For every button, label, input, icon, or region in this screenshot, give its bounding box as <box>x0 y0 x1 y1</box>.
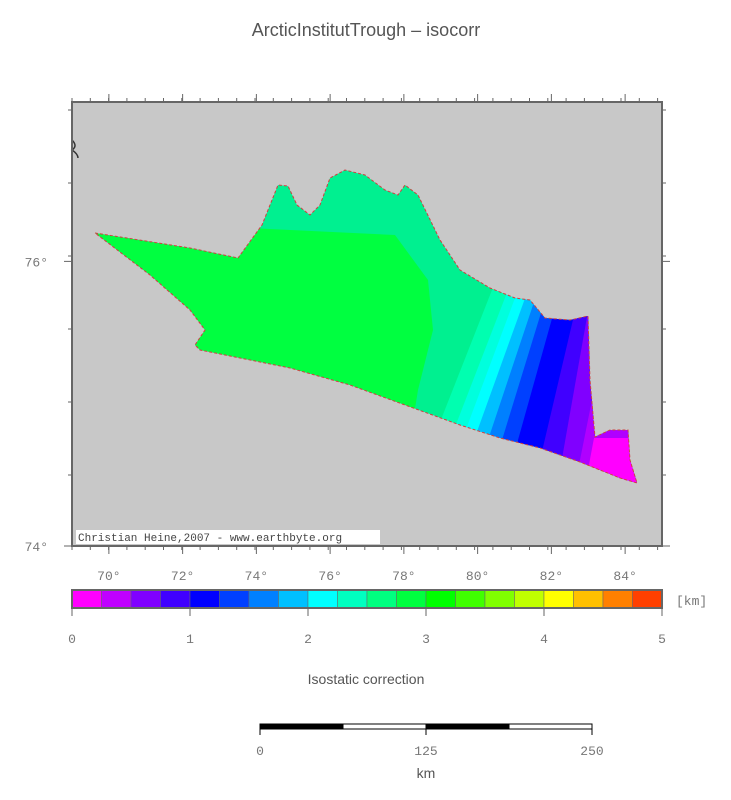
colorbar-segment <box>130 589 161 609</box>
scalebar-segment <box>259 723 344 730</box>
x-tick-label: 72° <box>171 569 194 584</box>
colorbar-segment <box>484 589 515 609</box>
credit: Christian Heine,2007 - www.earthbyte.org <box>78 533 342 545</box>
colorbar-tick-label: 1 <box>186 632 194 647</box>
colorbar-segment <box>278 589 309 609</box>
colorbar-frame <box>71 589 663 609</box>
scalebar-tick-label: 250 <box>580 744 603 759</box>
colorbar-segment <box>71 589 102 609</box>
colorbar-segment <box>396 589 427 609</box>
colorbar-segment <box>632 589 663 609</box>
colorbar-segment <box>543 589 574 609</box>
scalebar-segment <box>425 723 510 730</box>
colorbar-tick-label: 5 <box>658 632 666 647</box>
x-tick-label: 78° <box>392 569 415 584</box>
scalebar-segment <box>508 723 593 730</box>
colorbar-segment <box>101 589 132 609</box>
title: ArcticInstitutTrough – isocorr <box>252 20 480 40</box>
colorbar-segment <box>307 589 338 609</box>
y-tick-label: 74° <box>25 540 48 555</box>
x-tick-label: 74° <box>245 569 268 584</box>
credit-box <box>76 530 380 544</box>
colorbar-segment <box>337 589 368 609</box>
colorbar-tick-label: 3 <box>422 632 430 647</box>
colorbar-unit: [km] <box>676 594 707 609</box>
x-tick-label: 84° <box>613 569 636 584</box>
colorbar-tick-label: 2 <box>304 632 312 647</box>
colorbar-segment <box>219 589 250 609</box>
colorbar-tick-label: 4 <box>540 632 548 647</box>
colorbar-segment <box>602 589 633 609</box>
x-tick-label: 82° <box>540 569 563 584</box>
colorbar-segment <box>366 589 397 609</box>
colorbar-segment <box>455 589 486 609</box>
x-tick-label: 80° <box>466 569 489 584</box>
colorbar-tick-label: 0 <box>68 632 76 647</box>
x-tick-label: 76° <box>318 569 341 584</box>
y-tick-label: 76° <box>25 255 48 270</box>
colorbar-label: Isostatic correction <box>308 671 425 687</box>
colorbar-segment <box>425 589 456 609</box>
scalebar-tick-label: 125 <box>414 744 437 759</box>
colorbar-segment <box>573 589 604 609</box>
coastline <box>94 169 638 484</box>
colorbar-segment <box>189 589 220 609</box>
map-frame <box>71 101 663 547</box>
colorbar-segment <box>160 589 191 609</box>
scalebar-unit: km <box>417 765 436 781</box>
scalebar-tick-label: 0 <box>256 744 264 759</box>
colorbar-segment <box>248 589 279 609</box>
x-tick-label: 70° <box>97 569 120 584</box>
scalebar-segment <box>342 723 427 730</box>
colorbar-segment <box>514 589 545 609</box>
